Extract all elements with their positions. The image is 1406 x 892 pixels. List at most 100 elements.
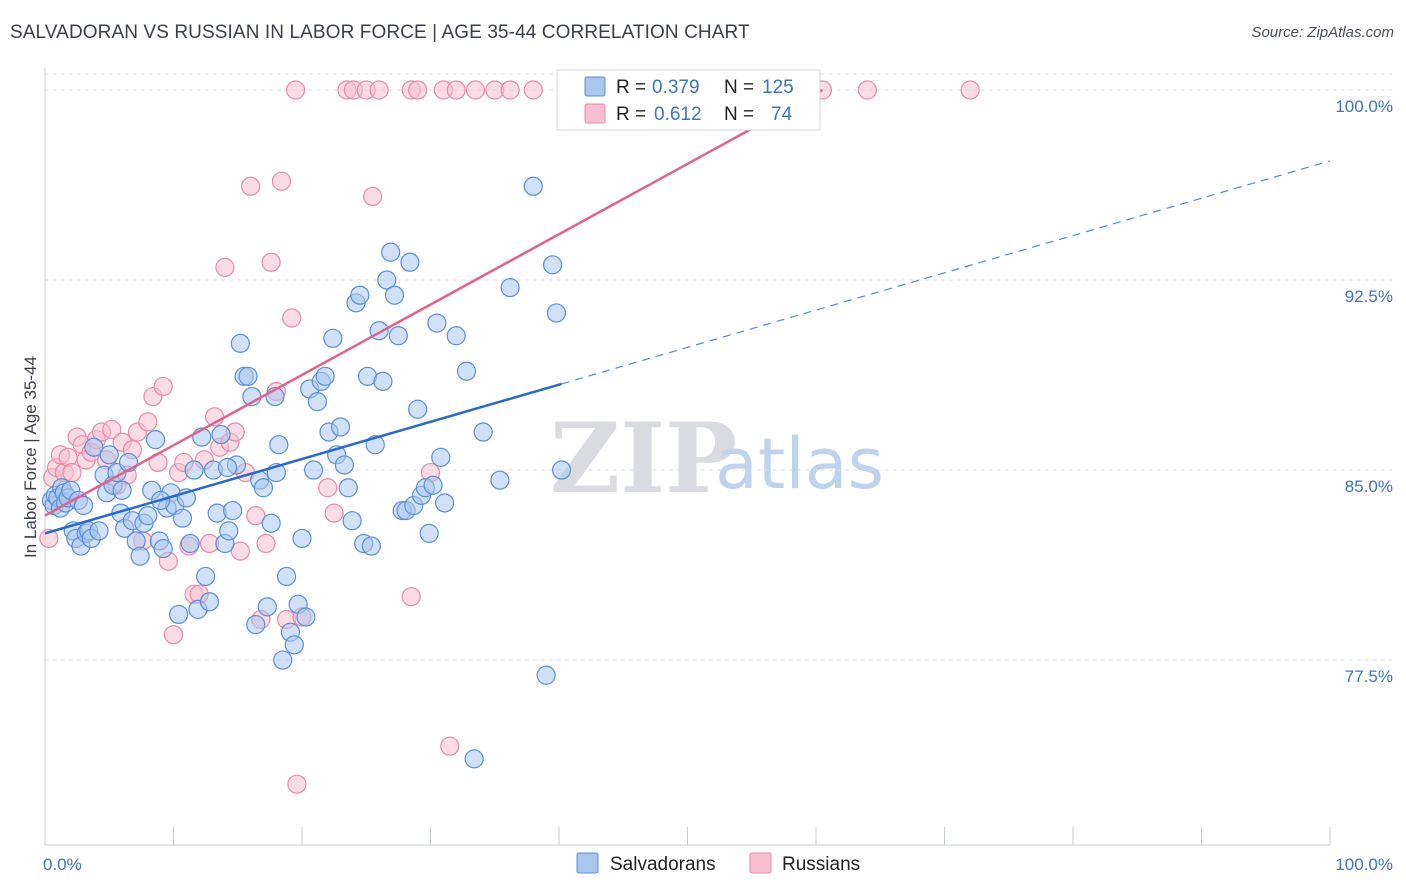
legend-n-value-russians: 74 [771, 104, 793, 125]
russian-point [246, 506, 266, 526]
salvadoran-point [377, 270, 397, 290]
salvadoran-point [180, 533, 200, 554]
salvadoran-point [427, 313, 447, 333]
salvadoran-point [273, 650, 293, 670]
chart-title: SALVADORAN VS RUSSIAN IN LABOR FORCE | A… [10, 22, 750, 43]
salvadoran-point [408, 399, 428, 419]
russian-point [153, 376, 173, 397]
watermark-zip: ZIP [550, 402, 737, 515]
russian-point [241, 176, 261, 196]
salvadoran-point [323, 328, 343, 348]
bottom-legend-russians: Russians [782, 854, 860, 875]
salvadoran-point [536, 665, 556, 685]
y-tick-label: 92.5% [1345, 287, 1393, 306]
russian-point [138, 412, 158, 432]
russian-point [102, 419, 122, 440]
russian-point [500, 80, 520, 100]
russian-point [215, 257, 235, 277]
salvadoran-point [217, 457, 238, 478]
salvadoran-point [219, 521, 239, 541]
legend-n-label-salvadorans: N = [724, 77, 754, 98]
salvadoran-point [315, 366, 335, 386]
salvadoran-point [292, 528, 312, 549]
russian-point [163, 625, 184, 645]
salvadoran-point [238, 366, 258, 386]
russian-point [523, 80, 543, 100]
salvadoran-point [276, 566, 297, 587]
x-tick-label-min: 0.0% [43, 855, 82, 874]
salvadoran-point [296, 607, 316, 627]
legend-n-value-salvadorans: 125 [762, 77, 794, 98]
salvadoran-point [400, 252, 420, 272]
correlation-legend: R = 0.379 N = 125 R = 0.612 N = 74 [556, 69, 821, 131]
bottom-legend-salvadorans: Salvadorans [610, 854, 716, 875]
salvadoran-point [211, 424, 231, 445]
legend-r-value-russians: 0.612 [654, 104, 702, 125]
salvadorans-points [41, 176, 572, 769]
salvadorans-trend-line [44, 382, 562, 535]
salvadoran-point [89, 521, 109, 541]
salvadoran-point [307, 392, 328, 412]
series-legend: Salvadorans Russians [576, 852, 860, 875]
salvadoran-point [464, 749, 484, 769]
salvadoran-point [169, 604, 189, 625]
salvadoran-point [253, 478, 274, 498]
russian-point [440, 736, 460, 756]
legend-r-label-russians: R = [616, 104, 646, 125]
salvadoran-point [269, 435, 289, 455]
legend-swatch-russians [584, 103, 606, 124]
salvadoran-point [284, 635, 304, 655]
russian-point [318, 478, 338, 498]
salvadoran-point [342, 511, 362, 531]
salvadoran-point [184, 460, 204, 480]
salvadoran-point [172, 508, 193, 528]
salvadoran-point [419, 523, 439, 543]
salvadoran-point [223, 500, 243, 521]
salvadoran-point [431, 447, 451, 467]
salvadoran-point [196, 566, 216, 587]
salvadoran-point [388, 326, 408, 346]
salvadoran-point [500, 278, 520, 298]
russian-point [256, 533, 276, 554]
salvadoran-point [423, 475, 443, 495]
salvadoran-point [112, 480, 132, 500]
salvadoran-point [330, 417, 351, 437]
salvadoran-point [546, 303, 567, 323]
salvadoran-point [73, 495, 94, 516]
russian-point [369, 80, 389, 100]
salvadoran-point [130, 546, 150, 566]
russian-point [261, 252, 281, 272]
russian-point [446, 80, 466, 100]
russian-point [285, 80, 306, 100]
salvadoran-point [381, 242, 401, 262]
y-tick-labels: 77.5% 85.0% 92.5% 100.0% [1335, 97, 1393, 686]
russian-point [230, 541, 250, 561]
russian-point [857, 80, 878, 100]
russian-point [363, 186, 383, 207]
salvadoran-point [350, 285, 370, 305]
salvadoran-point [456, 361, 477, 381]
salvadoran-point [145, 430, 166, 450]
salvadoran-point [373, 371, 393, 391]
salvadoran-point [523, 176, 543, 196]
legend-swatch-salvadorans [584, 76, 606, 97]
salvadoran-point [153, 538, 173, 559]
russian-point [324, 503, 344, 523]
source-credit: Source: ZipAtlas.com [1251, 24, 1394, 41]
y-tick-label: 77.5% [1345, 667, 1393, 686]
salvadoran-point [99, 445, 119, 465]
y-tick-label: 100.0% [1335, 97, 1393, 116]
russian-point [401, 587, 421, 607]
y-tick-label: 85.0% [1345, 477, 1393, 496]
salvadorans-trend-extension [561, 160, 1331, 385]
russian-point [408, 80, 428, 100]
russian-point [287, 774, 307, 794]
salvadoran-point [384, 285, 405, 305]
bottom-legend-swatch-salvadorans [576, 852, 599, 874]
russian-point [465, 80, 486, 100]
russian-point [282, 308, 302, 328]
salvadoran-point [490, 470, 510, 490]
salvadoran-point [446, 326, 466, 346]
salvadoran-point [199, 592, 220, 612]
